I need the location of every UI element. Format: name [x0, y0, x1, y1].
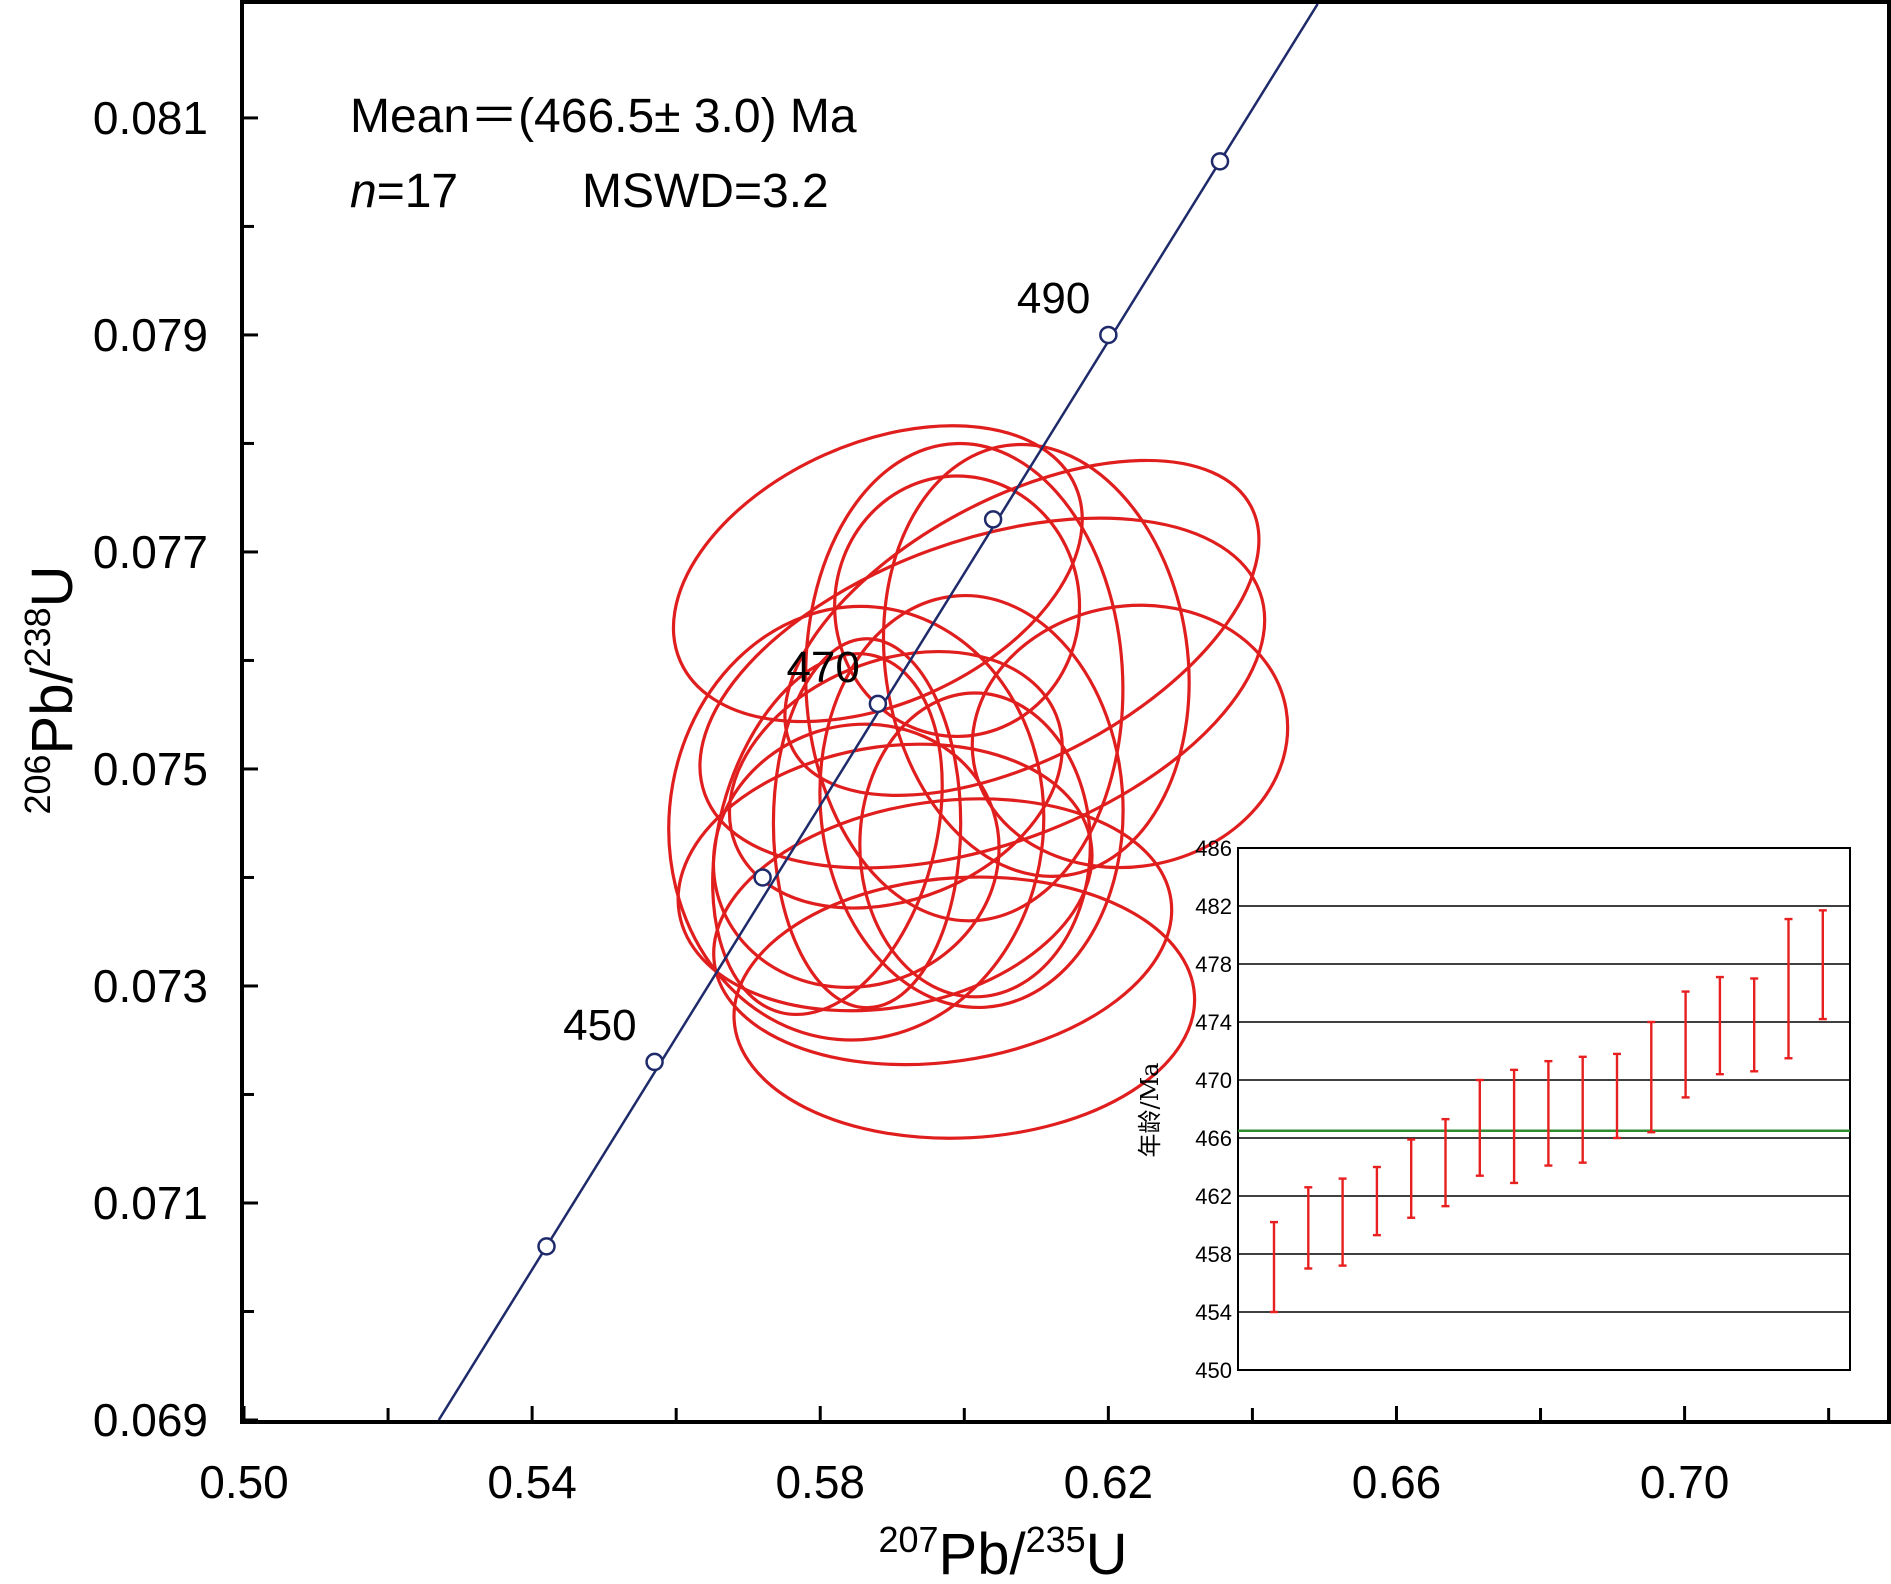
plot-frame	[240, 0, 1891, 1424]
x-axis-title-main: Pb/	[939, 1522, 1027, 1584]
y-tick-label: 0.077	[93, 526, 208, 578]
y-axis-title-sup2: 238	[17, 607, 58, 667]
y-tick-label: 0.073	[93, 960, 208, 1012]
inset-y-tick-label: 454	[1195, 1300, 1232, 1325]
inset-y-tick-label: 486	[1195, 836, 1232, 861]
y-tick-label: 0.071	[93, 1177, 208, 1229]
y-tick-label: 0.079	[93, 309, 208, 361]
concordia-age-marker	[645, 1052, 664, 1072]
error-ellipse	[818, 593, 1125, 1010]
error-ellipse	[671, 424, 1084, 724]
inset-y-tick-label: 470	[1195, 1068, 1232, 1093]
concordia-age-marker	[753, 868, 772, 887]
x-axis-title-tail: U	[1086, 1522, 1128, 1584]
error-ellipse	[783, 458, 1261, 797]
y-axis: 0.069 0.071 0.073 0.075 0.077 0.079 0.081	[93, 92, 258, 1446]
x-tick-label: 0.54	[487, 1456, 577, 1508]
error-ellipse	[711, 652, 944, 1017]
error-ellipse	[771, 637, 963, 1010]
y-axis-title-tail: U	[20, 565, 85, 607]
concordia-age-marker	[537, 1237, 556, 1256]
x-axis-title-sup2: 235	[1026, 1519, 1086, 1560]
x-tick-label: 0.58	[775, 1456, 865, 1508]
n-label: n	[350, 165, 377, 218]
inset-age-chart: 450 454 458 462 466 470 474 478 482 486 年龄/Ma	[1136, 836, 1851, 1383]
y-tick-label: 0.069	[93, 1394, 208, 1446]
y-axis-title-sup: 206	[17, 754, 58, 814]
error-ellipse	[727, 649, 1064, 910]
inset-grid: 450 454 458 462 466 470 474 478 482 486	[1195, 836, 1850, 1383]
y-axis-title: 206Pb/238U	[17, 565, 85, 814]
y-tick-label: 0.075	[93, 743, 208, 795]
inset-y-title: 年龄/Ma	[1136, 1063, 1164, 1158]
concordia-age-label: 490	[1017, 274, 1090, 323]
x-axis-title: 207Pb/235U	[878, 1519, 1127, 1584]
concordia-age-marker	[868, 694, 888, 714]
inset-y-tick-label: 482	[1195, 894, 1232, 919]
error-ellipse	[676, 742, 1094, 1013]
x-axis: 0.50 0.54 0.58 0.62 0.66 0.70	[199, 1406, 1831, 1508]
error-ellipse	[881, 442, 1191, 878]
mswd-annotation: MSWD=3.2	[582, 165, 829, 218]
concordia-group: 450 470 490	[437, 4, 1319, 1420]
error-ellipse	[833, 474, 1082, 739]
error-ellipse	[698, 516, 1267, 870]
error-ellipse	[970, 603, 1290, 870]
mean-annotation: Mean＝(466.5± 3.0) Ma	[350, 90, 857, 143]
inset-y-tick-label: 462	[1195, 1184, 1232, 1209]
error-ellipse	[804, 441, 1125, 923]
x-tick-label: 0.70	[1640, 1456, 1730, 1508]
inset-y-tick-label: 478	[1195, 952, 1232, 977]
inset-y-tick-label: 474	[1195, 1010, 1232, 1035]
inset-y-tick-label: 458	[1195, 1242, 1232, 1267]
inset-background	[1237, 847, 1851, 1371]
ellipses-group	[667, 424, 1290, 1140]
inset-error-bars	[1270, 909, 1827, 1314]
concordia-age-label: 450	[563, 1001, 636, 1050]
x-tick-label: 0.62	[1064, 1456, 1154, 1508]
n-annotation: n=17	[350, 165, 458, 218]
x-tick-label: 0.66	[1352, 1456, 1442, 1508]
error-ellipse	[667, 604, 1046, 1042]
y-tick-label: 0.081	[93, 92, 208, 144]
inset-y-tick-label: 466	[1195, 1126, 1232, 1151]
y-axis-title-main: Pb/	[20, 667, 85, 755]
concordia-age-marker	[983, 510, 1003, 529]
error-ellipse	[712, 797, 1174, 1067]
concordia-age-marker	[1210, 152, 1230, 171]
inset-y-tick-label: 450	[1195, 1358, 1232, 1383]
x-tick-label: 0.50	[199, 1456, 289, 1508]
concordia-age-marker	[1099, 325, 1118, 345]
x-axis-title-sup: 207	[878, 1519, 938, 1560]
n-value: =17	[377, 165, 458, 218]
error-ellipse	[711, 722, 1001, 989]
error-ellipse	[858, 691, 1092, 999]
concordia-age-label: 470	[786, 643, 859, 692]
